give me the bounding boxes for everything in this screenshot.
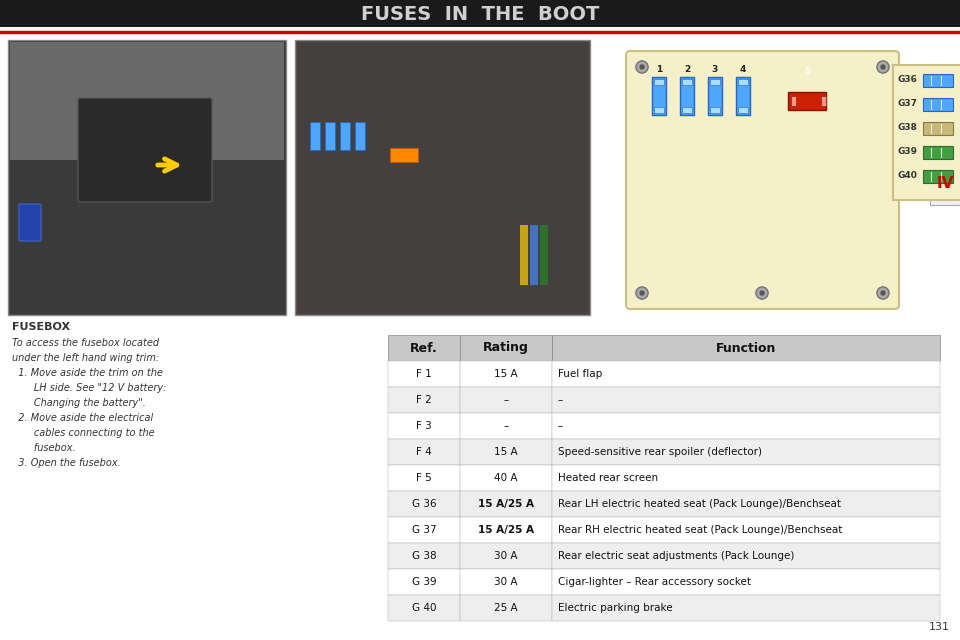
FancyBboxPatch shape <box>78 98 212 202</box>
FancyBboxPatch shape <box>460 465 552 491</box>
FancyBboxPatch shape <box>552 595 940 621</box>
Text: Changing the battery".: Changing the battery". <box>12 398 146 408</box>
Text: 15 A: 15 A <box>494 369 517 379</box>
FancyBboxPatch shape <box>0 0 960 27</box>
FancyBboxPatch shape <box>710 79 720 85</box>
FancyBboxPatch shape <box>552 413 940 439</box>
Text: Heated rear screen: Heated rear screen <box>558 473 659 483</box>
Text: –: – <box>503 421 509 431</box>
FancyBboxPatch shape <box>680 77 694 115</box>
FancyBboxPatch shape <box>19 204 41 241</box>
Text: G 38: G 38 <box>412 551 436 561</box>
FancyBboxPatch shape <box>390 148 418 162</box>
FancyBboxPatch shape <box>340 122 350 150</box>
Text: To access the fusebox located: To access the fusebox located <box>12 338 159 348</box>
FancyBboxPatch shape <box>460 439 552 465</box>
FancyBboxPatch shape <box>460 335 552 361</box>
FancyBboxPatch shape <box>923 74 953 87</box>
Text: 2: 2 <box>684 65 690 74</box>
FancyBboxPatch shape <box>460 569 552 595</box>
Text: 2. Move aside the electrical: 2. Move aside the electrical <box>12 413 154 423</box>
FancyBboxPatch shape <box>388 439 460 465</box>
FancyBboxPatch shape <box>788 92 826 110</box>
FancyBboxPatch shape <box>552 517 940 543</box>
Text: Rear electric seat adjustments (Pack Lounge): Rear electric seat adjustments (Pack Lou… <box>558 551 794 561</box>
Text: 15 A/25 A: 15 A/25 A <box>478 525 534 535</box>
FancyBboxPatch shape <box>388 335 460 361</box>
FancyBboxPatch shape <box>682 79 692 85</box>
Text: G 37: G 37 <box>412 525 436 535</box>
Text: LH side. See "12 V battery:: LH side. See "12 V battery: <box>12 383 166 393</box>
FancyBboxPatch shape <box>460 595 552 621</box>
Text: G36: G36 <box>897 76 917 84</box>
Text: Fuel flap: Fuel flap <box>558 369 602 379</box>
FancyBboxPatch shape <box>295 40 590 315</box>
Text: –: – <box>558 395 564 405</box>
FancyBboxPatch shape <box>8 40 286 315</box>
FancyBboxPatch shape <box>652 77 666 115</box>
Circle shape <box>756 287 768 299</box>
FancyBboxPatch shape <box>682 107 692 113</box>
FancyBboxPatch shape <box>310 122 320 150</box>
FancyBboxPatch shape <box>923 170 953 183</box>
Text: G 36: G 36 <box>412 499 436 509</box>
Text: 15 A/25 A: 15 A/25 A <box>478 499 534 509</box>
FancyBboxPatch shape <box>708 77 722 115</box>
Text: G39: G39 <box>897 147 917 157</box>
Text: 4: 4 <box>740 65 746 74</box>
Text: F 2: F 2 <box>416 395 432 405</box>
Circle shape <box>640 291 644 295</box>
FancyBboxPatch shape <box>388 361 460 387</box>
Text: Rating: Rating <box>483 342 529 355</box>
Text: –: – <box>558 421 564 431</box>
FancyBboxPatch shape <box>738 107 748 113</box>
Text: 30 A: 30 A <box>494 577 517 587</box>
Text: 15 A: 15 A <box>494 447 517 457</box>
Circle shape <box>877 61 889 73</box>
FancyBboxPatch shape <box>626 51 899 309</box>
FancyBboxPatch shape <box>540 225 548 285</box>
FancyBboxPatch shape <box>923 146 953 159</box>
FancyBboxPatch shape <box>923 122 953 135</box>
FancyBboxPatch shape <box>388 569 460 595</box>
Text: FUSES  IN  THE  BOOT: FUSES IN THE BOOT <box>361 4 599 24</box>
FancyBboxPatch shape <box>552 361 940 387</box>
FancyBboxPatch shape <box>791 96 796 106</box>
FancyBboxPatch shape <box>460 543 552 569</box>
FancyBboxPatch shape <box>388 595 460 621</box>
Text: G38: G38 <box>897 124 917 132</box>
Text: 1: 1 <box>656 65 662 74</box>
FancyBboxPatch shape <box>552 335 940 361</box>
Text: G37: G37 <box>897 99 917 109</box>
Text: Electric parking brake: Electric parking brake <box>558 603 673 613</box>
Text: 1. Move aside the trim on the: 1. Move aside the trim on the <box>12 368 163 378</box>
FancyBboxPatch shape <box>388 491 460 517</box>
FancyBboxPatch shape <box>460 361 552 387</box>
FancyBboxPatch shape <box>654 107 664 113</box>
Text: 40 A: 40 A <box>494 473 517 483</box>
FancyBboxPatch shape <box>460 387 552 413</box>
Text: F 5: F 5 <box>416 473 432 483</box>
FancyBboxPatch shape <box>388 387 460 413</box>
Text: fusebox.: fusebox. <box>12 443 76 453</box>
Text: –: – <box>503 395 509 405</box>
Text: 3. Open the fusebox.: 3. Open the fusebox. <box>12 458 121 468</box>
FancyBboxPatch shape <box>736 77 750 115</box>
FancyBboxPatch shape <box>388 517 460 543</box>
Text: IV: IV <box>936 177 953 191</box>
FancyBboxPatch shape <box>460 413 552 439</box>
Text: F 1: F 1 <box>416 369 432 379</box>
FancyBboxPatch shape <box>923 98 953 111</box>
FancyBboxPatch shape <box>530 225 538 285</box>
Text: cables connecting to the: cables connecting to the <box>12 428 155 438</box>
Text: Speed-sensitive rear spoiler (deflector): Speed-sensitive rear spoiler (deflector) <box>558 447 762 457</box>
Text: Rear LH electric heated seat (Pack Lounge)/Benchseat: Rear LH electric heated seat (Pack Loung… <box>558 499 841 509</box>
FancyBboxPatch shape <box>520 225 528 285</box>
FancyBboxPatch shape <box>552 465 940 491</box>
Text: G 40: G 40 <box>412 603 436 613</box>
FancyBboxPatch shape <box>388 543 460 569</box>
Text: Cigar-lighter – Rear accessory socket: Cigar-lighter – Rear accessory socket <box>558 577 751 587</box>
FancyBboxPatch shape <box>355 122 365 150</box>
FancyBboxPatch shape <box>460 517 552 543</box>
